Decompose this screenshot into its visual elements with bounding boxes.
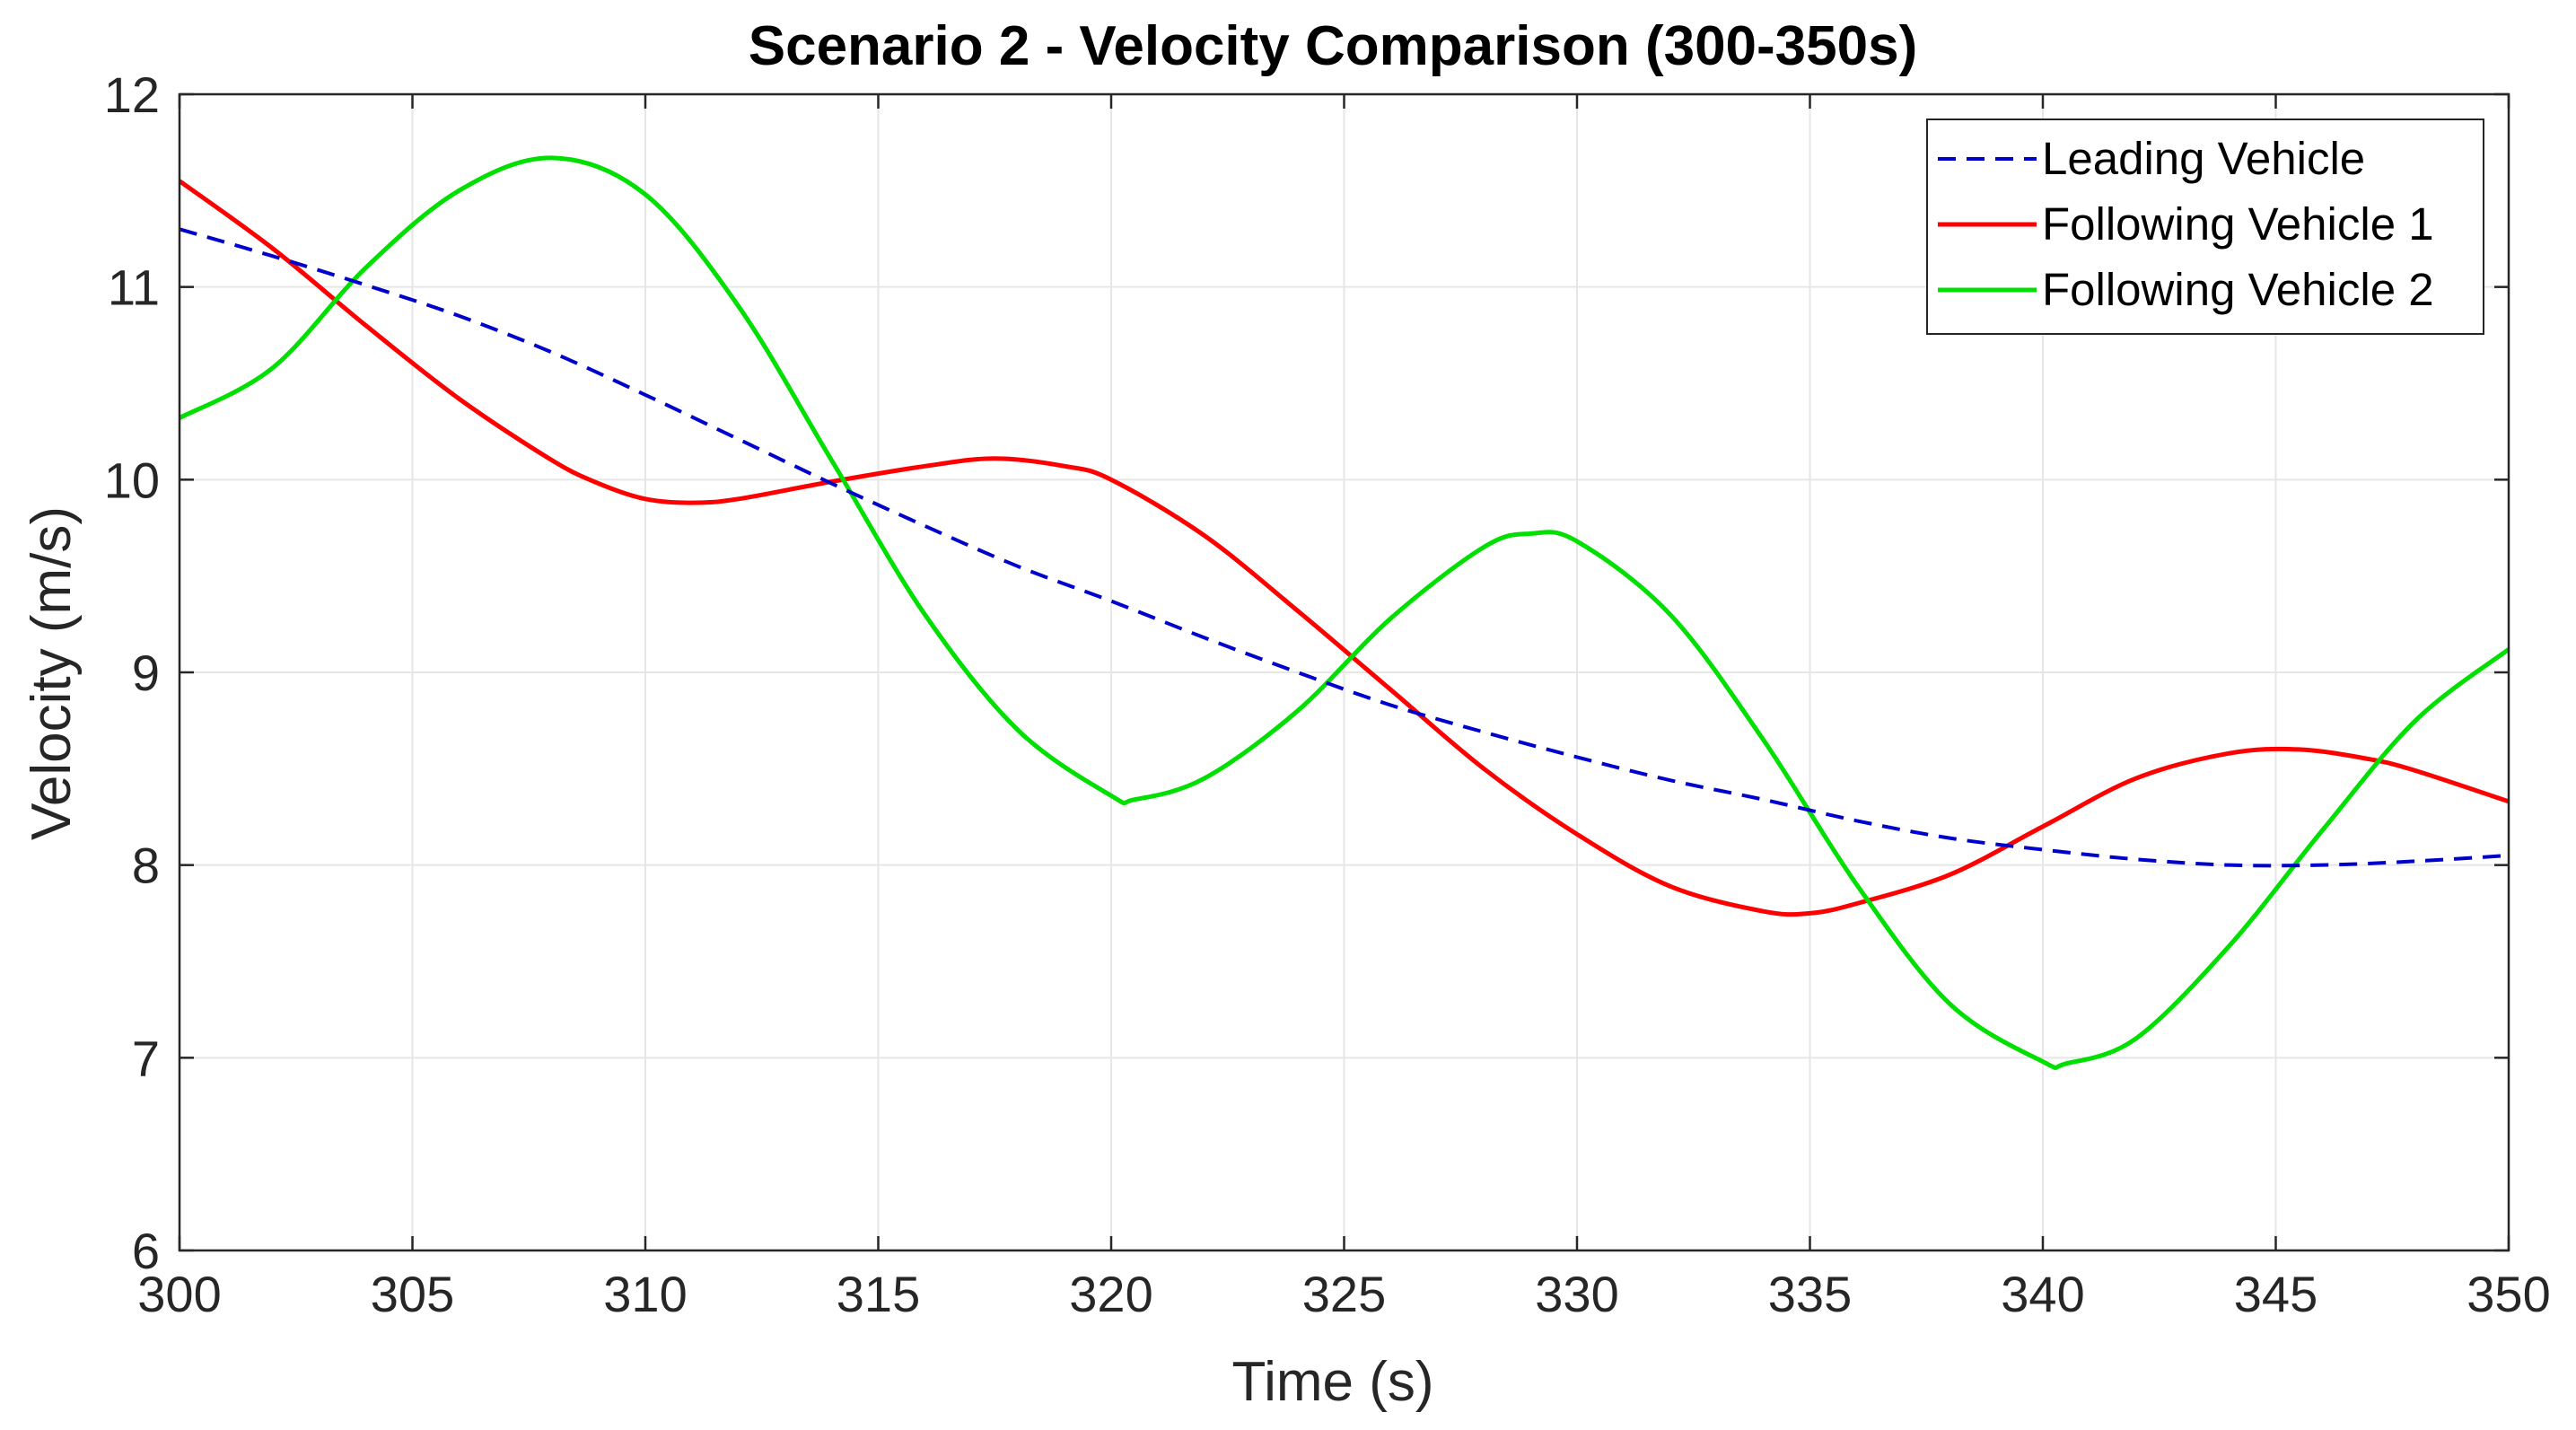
series-lines [178,155,2510,1070]
y-tick-label: 12 [104,66,160,123]
x-tick-label: 310 [603,1266,687,1322]
y-tick-label: 10 [104,452,160,508]
legend-label-following-vehicle-1: Following Vehicle 1 [2042,198,2434,250]
axes [178,92,2510,1252]
x-tick-label: 320 [1069,1266,1152,1322]
legend-label-leading-vehicle: Leading Vehicle [2042,133,2365,184]
x-tick-label: 305 [371,1266,454,1322]
x-tick-label: 335 [1768,1266,1852,1322]
legend: Leading Vehicle Following Vehicle 1 Follow… [1926,118,2484,335]
series-line-leading-vehicle [179,227,2510,868]
x-tick-label: 345 [2234,1266,2318,1322]
y-tick-label: 6 [132,1223,160,1279]
y-axis-label: Velocity (m/s) [21,506,83,840]
y-tick-label: 11 [108,259,160,316]
y-tick-label: 9 [132,645,160,701]
x-tick-label: 340 [2001,1266,2084,1322]
x-tick-label: 325 [1302,1266,1386,1322]
series-line-following-vehicle-2 [178,155,2510,1070]
tick-labels: 300 305 310 315 320 325 330 335 340 345 350 6 7 8 9 10 1… [104,66,2551,1322]
series-line-following-vehicle-1 [178,179,2510,917]
y-tick-label: 7 [132,1030,160,1086]
x-axis-label: Time (s) [1232,1351,1434,1413]
chart-title: Scenario 2 - Velocity Comparison (300-35… [749,15,1918,77]
x-tick-label: 315 [837,1266,920,1322]
x-tick-label: 350 [2466,1266,2550,1322]
y-tick-label: 8 [132,838,160,894]
x-tick-label: 330 [1535,1266,1618,1322]
x-tick-label: 300 [137,1266,221,1322]
legend-label-following-vehicle-2: Following Vehicle 2 [2042,264,2434,315]
